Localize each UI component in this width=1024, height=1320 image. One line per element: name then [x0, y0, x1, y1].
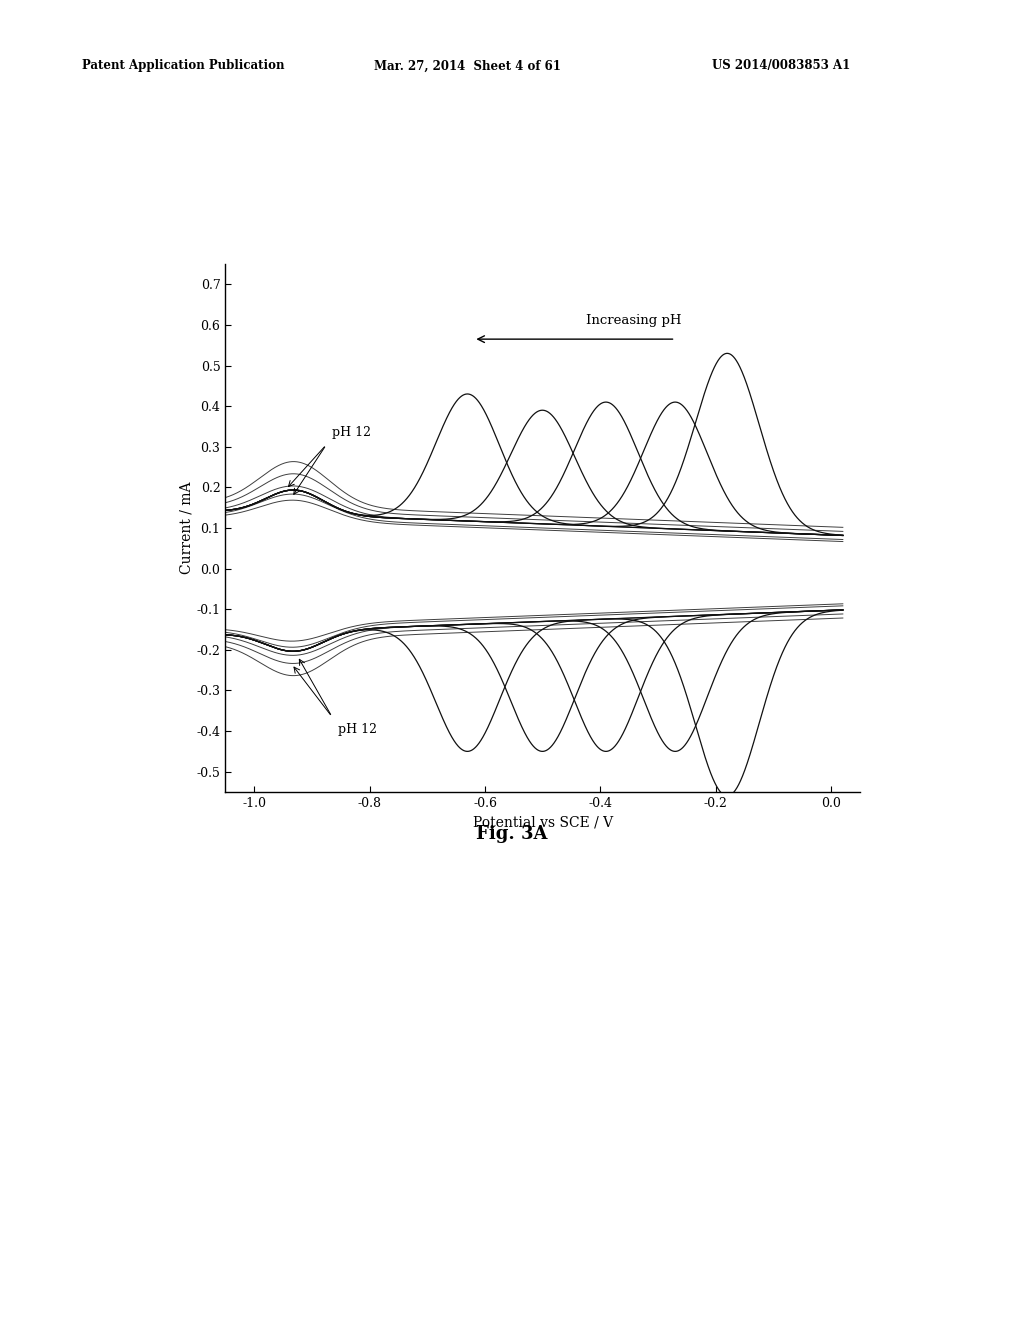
Y-axis label: Current / mA: Current / mA [179, 482, 194, 574]
Text: Mar. 27, 2014  Sheet 4 of 61: Mar. 27, 2014 Sheet 4 of 61 [374, 59, 560, 73]
Text: Increasing pH: Increasing pH [586, 314, 681, 327]
Text: Fig. 3A: Fig. 3A [476, 825, 548, 843]
Text: US 2014/0083853 A1: US 2014/0083853 A1 [712, 59, 850, 73]
Text: pH 12: pH 12 [338, 723, 377, 737]
Text: Patent Application Publication: Patent Application Publication [82, 59, 285, 73]
Text: pH 12: pH 12 [332, 425, 371, 438]
X-axis label: Potential vs SCE / V: Potential vs SCE / V [473, 816, 612, 829]
